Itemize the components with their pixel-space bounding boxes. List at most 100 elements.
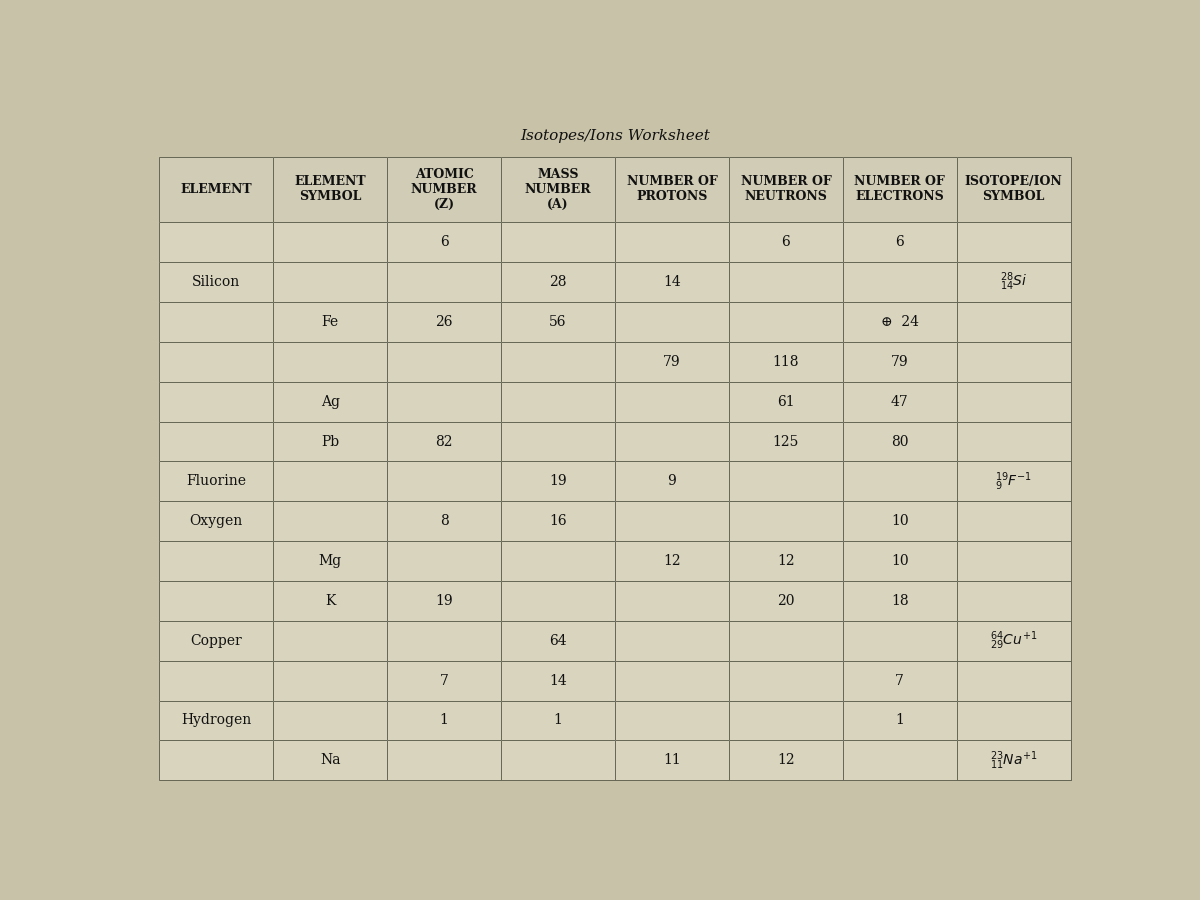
- Bar: [956, 700, 1070, 741]
- Text: Silicon: Silicon: [192, 275, 240, 289]
- Bar: [274, 342, 388, 382]
- Bar: [160, 621, 274, 661]
- Bar: [160, 157, 274, 222]
- Bar: [842, 700, 956, 741]
- Bar: [842, 302, 956, 342]
- Bar: [728, 501, 842, 541]
- Bar: [388, 581, 502, 621]
- Bar: [502, 541, 616, 581]
- Bar: [956, 262, 1070, 302]
- Bar: [728, 302, 842, 342]
- Text: ELEMENT
SYMBOL: ELEMENT SYMBOL: [294, 176, 366, 203]
- Bar: [842, 342, 956, 382]
- Bar: [502, 262, 616, 302]
- Bar: [956, 262, 1070, 302]
- Bar: [616, 382, 728, 421]
- Bar: [160, 621, 274, 661]
- Bar: [956, 157, 1070, 222]
- Bar: [956, 741, 1070, 780]
- Text: 56: 56: [550, 315, 566, 329]
- Bar: [956, 262, 1070, 302]
- Text: ISOTOPE/ION
SYMBOL: ISOTOPE/ION SYMBOL: [965, 176, 1063, 203]
- Bar: [956, 741, 1070, 780]
- Bar: [728, 541, 842, 581]
- Bar: [956, 382, 1070, 421]
- Bar: [842, 302, 956, 342]
- Bar: [388, 621, 502, 661]
- Bar: [160, 501, 274, 541]
- Bar: [502, 222, 616, 262]
- Bar: [388, 222, 502, 262]
- Text: 7: 7: [895, 673, 905, 688]
- Text: 16: 16: [550, 514, 566, 528]
- Bar: [842, 741, 956, 780]
- Text: 19: 19: [436, 594, 452, 608]
- Bar: [728, 621, 842, 661]
- Bar: [842, 541, 956, 581]
- Bar: [388, 700, 502, 741]
- Bar: [502, 741, 616, 780]
- Bar: [388, 382, 502, 421]
- Bar: [388, 462, 502, 501]
- Bar: [842, 157, 956, 222]
- Text: 7: 7: [439, 673, 449, 688]
- Bar: [842, 661, 956, 700]
- Bar: [728, 222, 842, 262]
- Bar: [388, 541, 502, 581]
- Bar: [842, 382, 956, 421]
- Text: Oxygen: Oxygen: [190, 514, 242, 528]
- Bar: [502, 501, 616, 541]
- Bar: [616, 700, 728, 741]
- Bar: [388, 661, 502, 700]
- Bar: [842, 462, 956, 501]
- Bar: [616, 382, 728, 421]
- Bar: [502, 621, 616, 661]
- Text: NUMBER OF
ELECTRONS: NUMBER OF ELECTRONS: [854, 176, 946, 203]
- Bar: [502, 462, 616, 501]
- Text: ⊕  24: ⊕ 24: [881, 315, 919, 329]
- Bar: [728, 581, 842, 621]
- Bar: [728, 262, 842, 302]
- Bar: [160, 342, 274, 382]
- Bar: [388, 342, 502, 382]
- Text: 1: 1: [895, 714, 905, 727]
- Bar: [616, 222, 728, 262]
- Text: MASS
NUMBER
(A): MASS NUMBER (A): [524, 168, 592, 211]
- Bar: [842, 741, 956, 780]
- Bar: [274, 741, 388, 780]
- Bar: [956, 581, 1070, 621]
- Bar: [728, 541, 842, 581]
- Bar: [728, 157, 842, 222]
- Bar: [842, 262, 956, 302]
- Text: 9: 9: [667, 474, 677, 489]
- Bar: [160, 382, 274, 421]
- Bar: [728, 501, 842, 541]
- Text: Isotopes/Ions Worksheet: Isotopes/Ions Worksheet: [520, 129, 710, 143]
- Bar: [274, 621, 388, 661]
- Bar: [502, 462, 616, 501]
- Bar: [956, 621, 1070, 661]
- Text: Hydrogen: Hydrogen: [181, 714, 251, 727]
- Bar: [502, 661, 616, 700]
- Bar: [616, 342, 728, 382]
- Bar: [616, 741, 728, 780]
- Bar: [160, 157, 274, 222]
- Bar: [842, 157, 956, 222]
- Bar: [388, 382, 502, 421]
- Bar: [160, 302, 274, 342]
- Text: 6: 6: [895, 235, 904, 249]
- Bar: [388, 741, 502, 780]
- Bar: [388, 342, 502, 382]
- Bar: [502, 262, 616, 302]
- Bar: [616, 581, 728, 621]
- Bar: [842, 421, 956, 462]
- Bar: [388, 501, 502, 541]
- Bar: [728, 700, 842, 741]
- Bar: [388, 541, 502, 581]
- Text: 1: 1: [553, 714, 563, 727]
- Bar: [274, 302, 388, 342]
- Bar: [274, 421, 388, 462]
- Bar: [842, 700, 956, 741]
- Bar: [616, 541, 728, 581]
- Bar: [502, 157, 616, 222]
